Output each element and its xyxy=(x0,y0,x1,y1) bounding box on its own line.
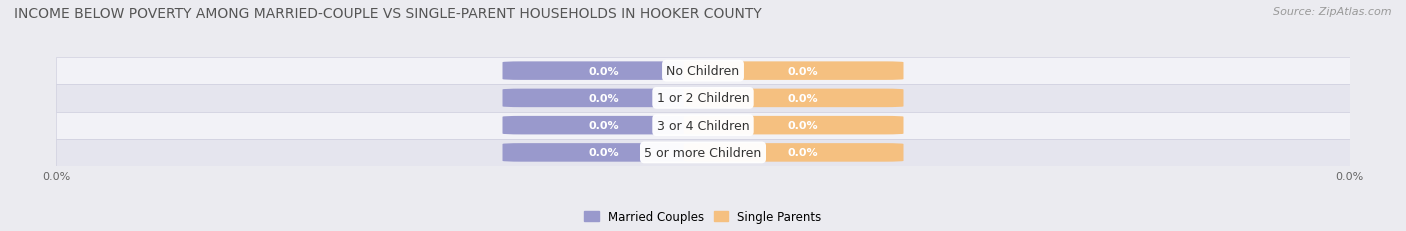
Text: 0.0%: 0.0% xyxy=(588,121,619,131)
Text: 0.0%: 0.0% xyxy=(787,94,818,103)
FancyBboxPatch shape xyxy=(683,116,904,135)
Bar xyxy=(56,58,1350,85)
Legend: Married Couples, Single Parents: Married Couples, Single Parents xyxy=(582,208,824,226)
Text: Source: ZipAtlas.com: Source: ZipAtlas.com xyxy=(1274,7,1392,17)
Text: 0.0%: 0.0% xyxy=(787,66,818,76)
Text: 5 or more Children: 5 or more Children xyxy=(644,146,762,159)
Bar xyxy=(56,85,1350,112)
Text: 3 or 4 Children: 3 or 4 Children xyxy=(657,119,749,132)
Text: INCOME BELOW POVERTY AMONG MARRIED-COUPLE VS SINGLE-PARENT HOUSEHOLDS IN HOOKER : INCOME BELOW POVERTY AMONG MARRIED-COUPL… xyxy=(14,7,762,21)
Text: No Children: No Children xyxy=(666,65,740,78)
FancyBboxPatch shape xyxy=(502,62,723,81)
Bar xyxy=(56,112,1350,139)
FancyBboxPatch shape xyxy=(683,89,904,108)
Text: 0.0%: 0.0% xyxy=(787,121,818,131)
FancyBboxPatch shape xyxy=(683,62,904,81)
Bar xyxy=(56,139,1350,166)
Text: 0.0%: 0.0% xyxy=(787,148,818,158)
FancyBboxPatch shape xyxy=(502,89,723,108)
Text: 0.0%: 0.0% xyxy=(588,94,619,103)
FancyBboxPatch shape xyxy=(502,116,723,135)
FancyBboxPatch shape xyxy=(502,143,723,162)
Text: 0.0%: 0.0% xyxy=(588,66,619,76)
Text: 1 or 2 Children: 1 or 2 Children xyxy=(657,92,749,105)
FancyBboxPatch shape xyxy=(683,143,904,162)
Text: 0.0%: 0.0% xyxy=(588,148,619,158)
